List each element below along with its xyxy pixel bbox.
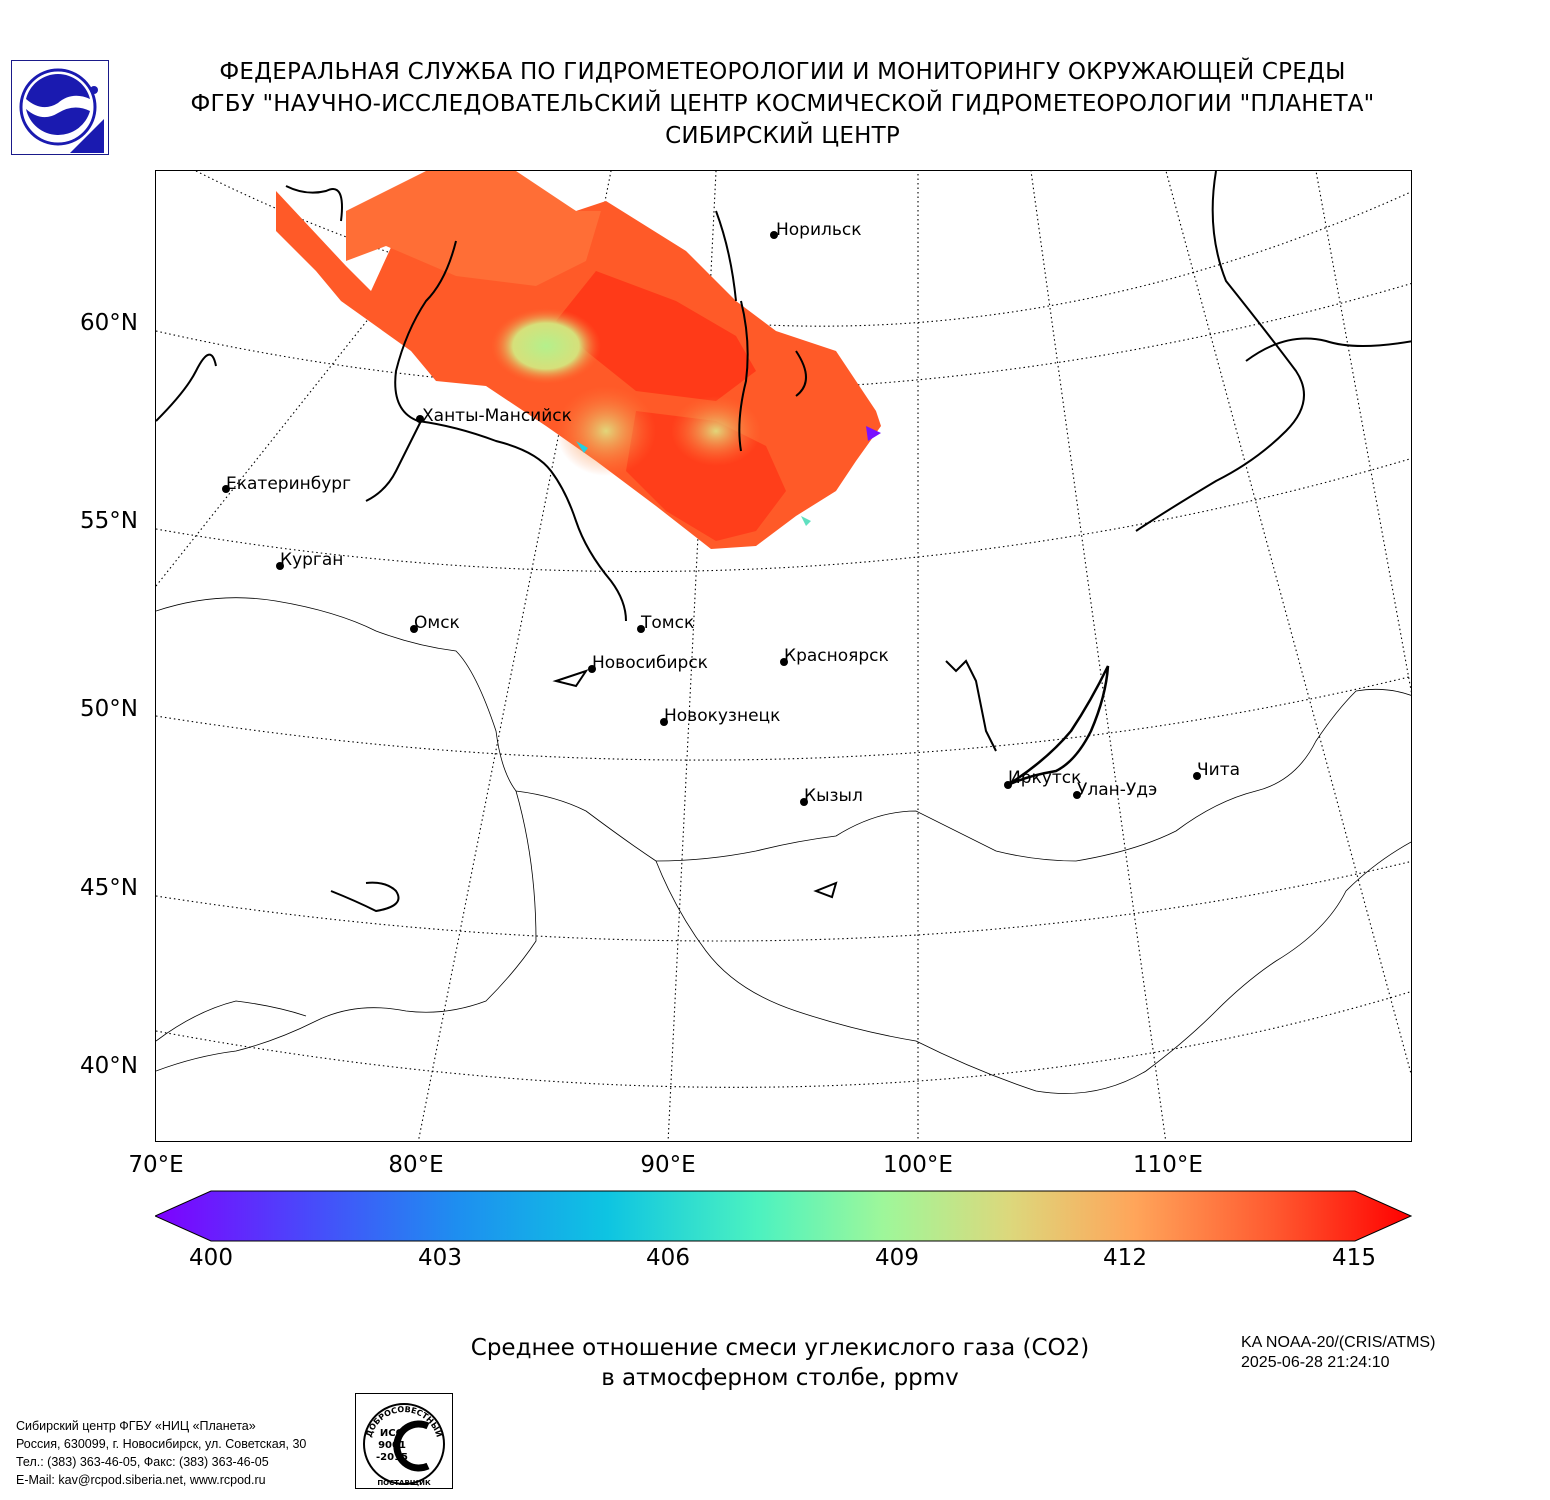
city-omsk: Омск xyxy=(410,613,460,633)
city-label-khanty-mansiysk: Ханты-Мансийск xyxy=(422,406,572,426)
contact-line-2: Россия, 630099, г. Новосибирск, ул. Сове… xyxy=(16,1437,307,1451)
city-label-chita: Чита xyxy=(1197,760,1240,780)
city-label-yekaterinburg: Екатеринбург xyxy=(226,474,351,494)
header-line-3: СИБИРСКИЙ ЦЕНТР xyxy=(665,123,900,149)
city-label-kurgan: Курган xyxy=(280,550,343,570)
city-chita: Чита xyxy=(1193,760,1240,780)
city-yekaterinburg: Екатеринбург xyxy=(222,474,351,494)
city-irkutsk: Иркутск xyxy=(1004,768,1081,789)
lon-label-100: 100°E xyxy=(883,1152,953,1178)
satellite-datetime: 2025-06-28 21:24:10 xyxy=(1241,1354,1390,1371)
colorbar-tick-406: 406 xyxy=(646,1245,690,1271)
lon-label-70: 70°E xyxy=(128,1152,184,1178)
colorbar-tick-409: 409 xyxy=(875,1245,919,1271)
map-canvas: Норильск Ханты-Мансийск Екатеринбург Кур… xyxy=(156,171,1411,1141)
colorbar-tick-415: 415 xyxy=(1332,1245,1376,1271)
city-label-tomsk: Томск xyxy=(640,613,694,633)
iso-center-text-2: 9001 xyxy=(378,1440,406,1451)
contact-line-3: Тел.: (383) 363-46-05, Факс: (383) 363-4… xyxy=(16,1455,269,1469)
contact-info: Сибирский центр ФГБУ «НИЦ «Планета» Росс… xyxy=(16,1417,306,1489)
city-norilsk: Норильск xyxy=(770,220,862,240)
city-label-ulan-ude: Улан-Удэ xyxy=(1077,780,1157,800)
city-label-krasnoyarsk: Красноярск xyxy=(784,646,889,666)
city-krasnoyarsk: Красноярск xyxy=(780,646,889,666)
city-kyzyl: Кызыл xyxy=(800,786,863,806)
city-label-omsk: Омск xyxy=(414,613,460,633)
iso-center-text-1: ИСО xyxy=(380,1428,404,1439)
contact-line-4: E-Mail: kav@rcpod.siberia.net, www.rcpod… xyxy=(16,1473,266,1487)
iso-badge: ДОБРОСОВЕСТНЫЙ ИСО 9001 -2015 ПОСТАВЩИК xyxy=(355,1393,453,1489)
colorbar-tick-400: 400 xyxy=(189,1245,233,1271)
coastlines-rivers xyxy=(156,171,1411,913)
city-label-irkutsk: Иркутск xyxy=(1008,768,1081,788)
city-novosibirsk: Новосибирск xyxy=(588,653,708,673)
city-ulan-ude: Улан-Удэ xyxy=(1073,780,1157,800)
planeta-logo xyxy=(11,60,109,155)
satellite-name: KA NOAA-20/(CRIS/ATMS) xyxy=(1241,1334,1436,1351)
lat-label-45: 45°N xyxy=(80,875,138,901)
lat-label-55: 55°N xyxy=(80,508,138,534)
lon-label-90: 90°E xyxy=(640,1152,696,1178)
caption-line-2: в атмосферном столбе, ppmv xyxy=(601,1365,959,1391)
city-khanty-mansiysk: Ханты-Мансийск xyxy=(416,406,572,426)
header-line-2: ФГБУ "НАУЧНО-ИССЛЕДОВАТЕЛЬСКИЙ ЦЕНТР КОС… xyxy=(190,91,1375,117)
city-novokuznetsk: Новокузнецк xyxy=(660,706,780,726)
map-frame: Норильск Ханты-Мансийск Екатеринбург Кур… xyxy=(155,170,1412,1142)
header-line-1: ФЕДЕРАЛЬНАЯ СЛУЖБА ПО ГИДРОМЕТЕОРОЛОГИИ … xyxy=(219,59,1346,85)
caption-line-1: Среднее отношение смеси углекислого газа… xyxy=(470,1335,1090,1361)
city-label-kyzyl: Кызыл xyxy=(804,786,863,806)
satellite-info: KA NOAA-20/(CRIS/ATMS) 2025-06-28 21:24:… xyxy=(1241,1333,1435,1373)
lon-label-80: 80°E xyxy=(388,1152,444,1178)
lat-label-50: 50°N xyxy=(80,696,138,722)
city-label-novosibirsk: Новосибирск xyxy=(592,653,708,673)
city-tomsk: Томск xyxy=(637,613,694,633)
organization-header: ФЕДЕРАЛЬНАЯ СЛУЖБА ПО ГИДРОМЕТЕОРОЛОГИИ … xyxy=(120,56,1445,152)
product-caption: Среднее отношение смеси углекислого газа… xyxy=(380,1333,1180,1393)
city-label-novokuznetsk: Новокузнецк xyxy=(664,706,780,726)
colorbar-tick-403: 403 xyxy=(418,1245,462,1271)
lon-label-110: 110°E xyxy=(1133,1152,1203,1178)
colorbar-tick-412: 412 xyxy=(1103,1245,1147,1271)
city-markers: Норильск Ханты-Мансийск Екатеринбург Кур… xyxy=(222,220,1240,806)
iso-center-text-3: -2015 xyxy=(376,1452,408,1463)
lat-label-40: 40°N xyxy=(80,1053,138,1079)
iso-bottom-text: ПОСТАВЩИК xyxy=(377,1479,431,1487)
colorbar xyxy=(153,1190,1413,1242)
co2-swath xyxy=(276,171,881,549)
contact-line-1: Сибирский центр ФГБУ «НИЦ «Планета» xyxy=(16,1419,256,1433)
lat-label-60: 60°N xyxy=(80,310,138,336)
country-borders xyxy=(156,597,1411,1094)
city-label-norilsk: Норильск xyxy=(776,220,862,240)
city-kurgan: Курган xyxy=(276,550,343,570)
